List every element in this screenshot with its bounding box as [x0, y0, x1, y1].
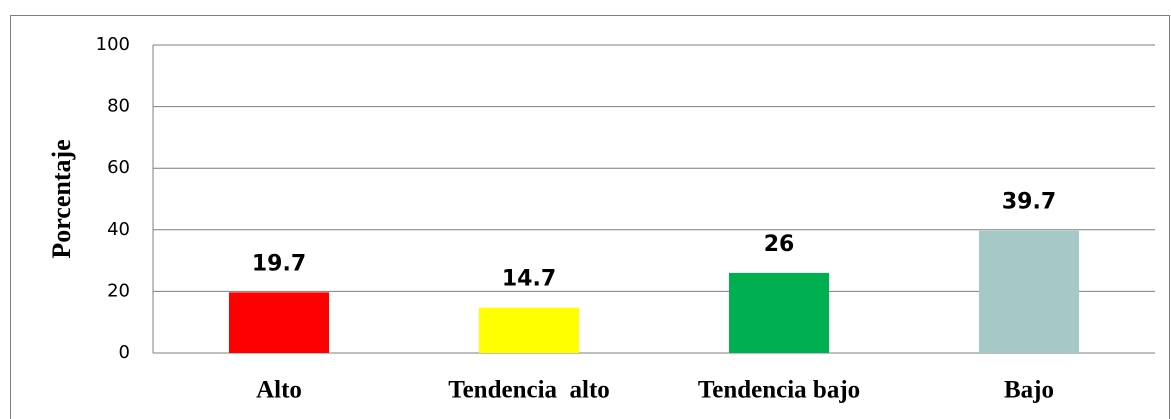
value-label: 26: [764, 232, 795, 257]
y-tick-label: 80: [107, 96, 130, 117]
value-label: 14.7: [502, 267, 556, 292]
bar: [729, 272, 829, 353]
x-tick-label: Bajo: [1004, 377, 1054, 404]
y-tick-label: 40: [107, 219, 130, 240]
y-axis-label: Porcentaje: [47, 139, 76, 258]
x-tick-label: Tendencia alto: [448, 377, 610, 404]
y-tick-label: 20: [107, 280, 130, 301]
y-tick-label: 0: [119, 342, 130, 363]
value-label: 39.7: [1002, 190, 1056, 215]
value-label: 19.7: [252, 251, 306, 276]
bar: [229, 292, 329, 353]
x-tick-label: Tendencia bajo: [698, 377, 860, 404]
y-tick-label: 100: [96, 34, 130, 55]
x-tick-label: Alto: [256, 377, 302, 404]
bar: [479, 307, 579, 353]
y-tick-label: 60: [107, 157, 130, 178]
bar: [979, 230, 1079, 353]
chart-border: [10, 15, 1170, 419]
